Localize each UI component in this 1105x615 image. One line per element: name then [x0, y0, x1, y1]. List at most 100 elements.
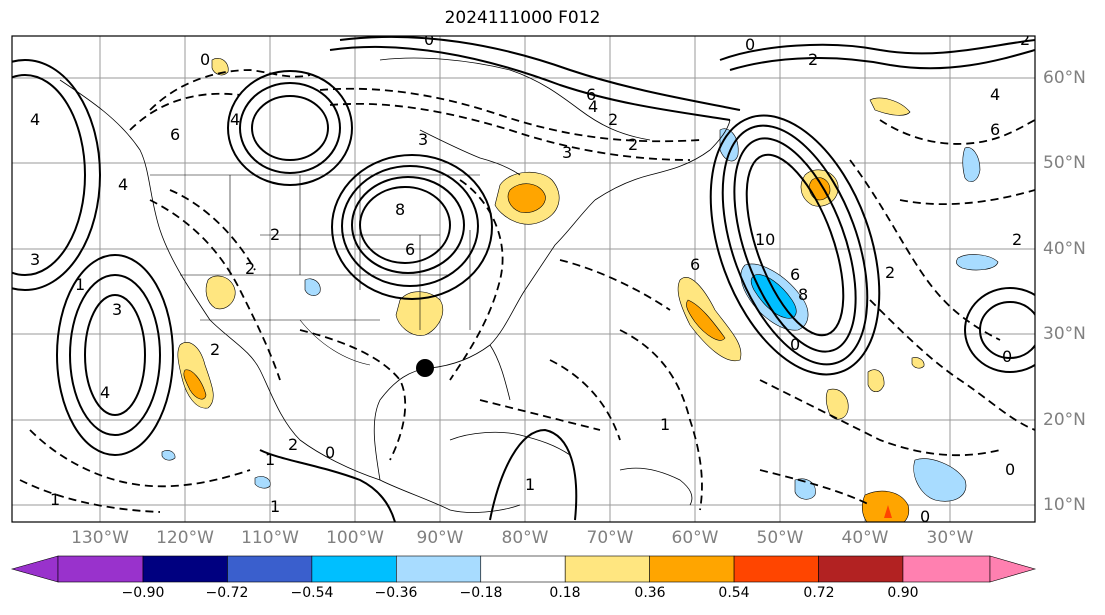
- lat-label: 30°N: [1043, 324, 1086, 344]
- contour-label: 1: [525, 475, 535, 494]
- colorbar-bin: [57, 555, 144, 583]
- contour-label: 2: [608, 110, 618, 129]
- negative-patch: [913, 458, 967, 502]
- colorbar-tick-label: 0.18: [549, 585, 581, 601]
- contour-label: 1: [660, 415, 670, 434]
- contour-label: 1: [75, 275, 85, 294]
- colorbar-tick-label: 0.90: [887, 585, 919, 601]
- map-panel: 0 6 4 2 0 3 6 4 3 2 8 6 6 8 10 6 2 2 0 3…: [11, 30, 1036, 526]
- contour-label: 10: [755, 230, 775, 249]
- contour-label: 2: [628, 135, 638, 154]
- shaded-field: [161, 58, 999, 522]
- lon-label: 80°W: [501, 528, 549, 548]
- colorbar-under-extension: [10, 555, 59, 583]
- lon-label: 40°W: [841, 528, 889, 548]
- positive-patch: [211, 58, 229, 76]
- colorbar-bin: [142, 555, 228, 583]
- contour-label: 0: [1005, 460, 1015, 479]
- positive-core: [861, 490, 910, 522]
- contour-label: 6: [405, 240, 415, 259]
- contour-label: 0: [790, 335, 800, 354]
- contour-label: 0: [325, 443, 335, 462]
- colorbar-bin: [649, 555, 735, 583]
- colorbar-bin: [396, 555, 482, 583]
- lat-label: 20°N: [1043, 410, 1086, 430]
- contour-label: 4: [990, 85, 1000, 104]
- lon-label: 110°W: [241, 528, 299, 548]
- contour-label: 2: [808, 50, 818, 69]
- colorbar-tick-label: −0.72: [205, 585, 249, 601]
- map-frame: [11, 35, 1036, 523]
- colorbar-over-extension: [989, 555, 1037, 583]
- colorbar: [10, 555, 1037, 583]
- colorbar-bin: [227, 555, 313, 583]
- lat-label: 40°N: [1043, 239, 1086, 259]
- contour-label: 6: [990, 120, 1000, 139]
- contour-label: 4: [230, 110, 240, 129]
- storm-center-dot: [416, 359, 434, 377]
- lat-label: 60°N: [1043, 68, 1086, 88]
- lon-label: 30°W: [926, 528, 974, 548]
- colorbar-bin: [564, 555, 650, 583]
- positive-patch: [205, 275, 236, 310]
- contour-label: 2: [270, 225, 280, 244]
- contour-label: 0: [920, 507, 930, 526]
- colorbar-tick-label: −0.36: [374, 585, 418, 601]
- contour-label: 6: [586, 85, 596, 104]
- triangle-marker-icon: [884, 505, 892, 518]
- positive-patch: [869, 97, 911, 116]
- colorbar-tick-label: −0.54: [290, 585, 334, 601]
- lat-label: 50°N: [1043, 153, 1086, 173]
- solid-contours: [12, 36, 1035, 522]
- contour-label: 0: [1002, 347, 1012, 366]
- contour-label: 0: [200, 50, 210, 69]
- colorbar-tick-label: −0.90: [121, 585, 165, 601]
- colorbar-bin: [902, 555, 991, 583]
- contour-label: 1: [50, 490, 60, 509]
- contour-label: 4: [30, 110, 40, 129]
- contour-label: 0: [745, 35, 755, 54]
- contour-label: 2: [1012, 230, 1022, 249]
- contour-label: 6: [170, 125, 180, 144]
- negative-patch: [962, 147, 981, 183]
- positive-core: [183, 369, 207, 400]
- political-borders: [150, 174, 480, 366]
- positive-patch: [825, 388, 849, 420]
- negative-patch: [304, 278, 321, 296]
- lat-label: 10°N: [1043, 495, 1086, 515]
- contour-label: 2: [1020, 30, 1030, 49]
- negative-patch: [719, 128, 739, 162]
- lon-label: 60°W: [671, 528, 719, 548]
- contour-label: 2: [288, 435, 298, 454]
- positive-patch: [911, 357, 925, 369]
- contour-label: 2: [210, 340, 220, 359]
- lon-label: 120°W: [156, 528, 214, 548]
- colorbar-tick-label: 0.72: [803, 585, 835, 601]
- contour-label: 8: [798, 285, 808, 304]
- contour-label: 0: [424, 30, 434, 49]
- lon-label: 90°W: [416, 528, 464, 548]
- negative-patch: [254, 476, 271, 489]
- contour-label: 3: [418, 130, 428, 149]
- contour-label: 4: [588, 97, 598, 116]
- lon-label: 100°W: [326, 528, 384, 548]
- contour-label: 2: [245, 259, 255, 278]
- positive-patch: [867, 369, 885, 393]
- dashed-contours: [19, 69, 1035, 513]
- colorbar-tick-label: 0.54: [718, 585, 750, 601]
- plot-title: 2024111000 F012: [444, 8, 601, 28]
- lon-label: 130°W: [71, 528, 129, 548]
- contour-label: 3: [30, 250, 40, 269]
- colorbar-tick-label: −0.18: [459, 585, 503, 601]
- positive-core: [686, 299, 726, 341]
- positive-core: [507, 183, 546, 213]
- contour-label-group: 0 6 4 2 0 3 6 4 3 2 8 6 6 8 10 6 2 2 0 3…: [30, 30, 1030, 526]
- contour-label: 4: [100, 383, 110, 402]
- colorbar-tick-label: 0.36: [634, 585, 666, 601]
- coastlines: [59, 57, 731, 513]
- contour-label: 4: [118, 175, 128, 194]
- contour-label: 6: [690, 255, 700, 274]
- contour-label: 3: [562, 143, 572, 162]
- contour-label: 2: [885, 263, 895, 282]
- lon-label: 70°W: [586, 528, 634, 548]
